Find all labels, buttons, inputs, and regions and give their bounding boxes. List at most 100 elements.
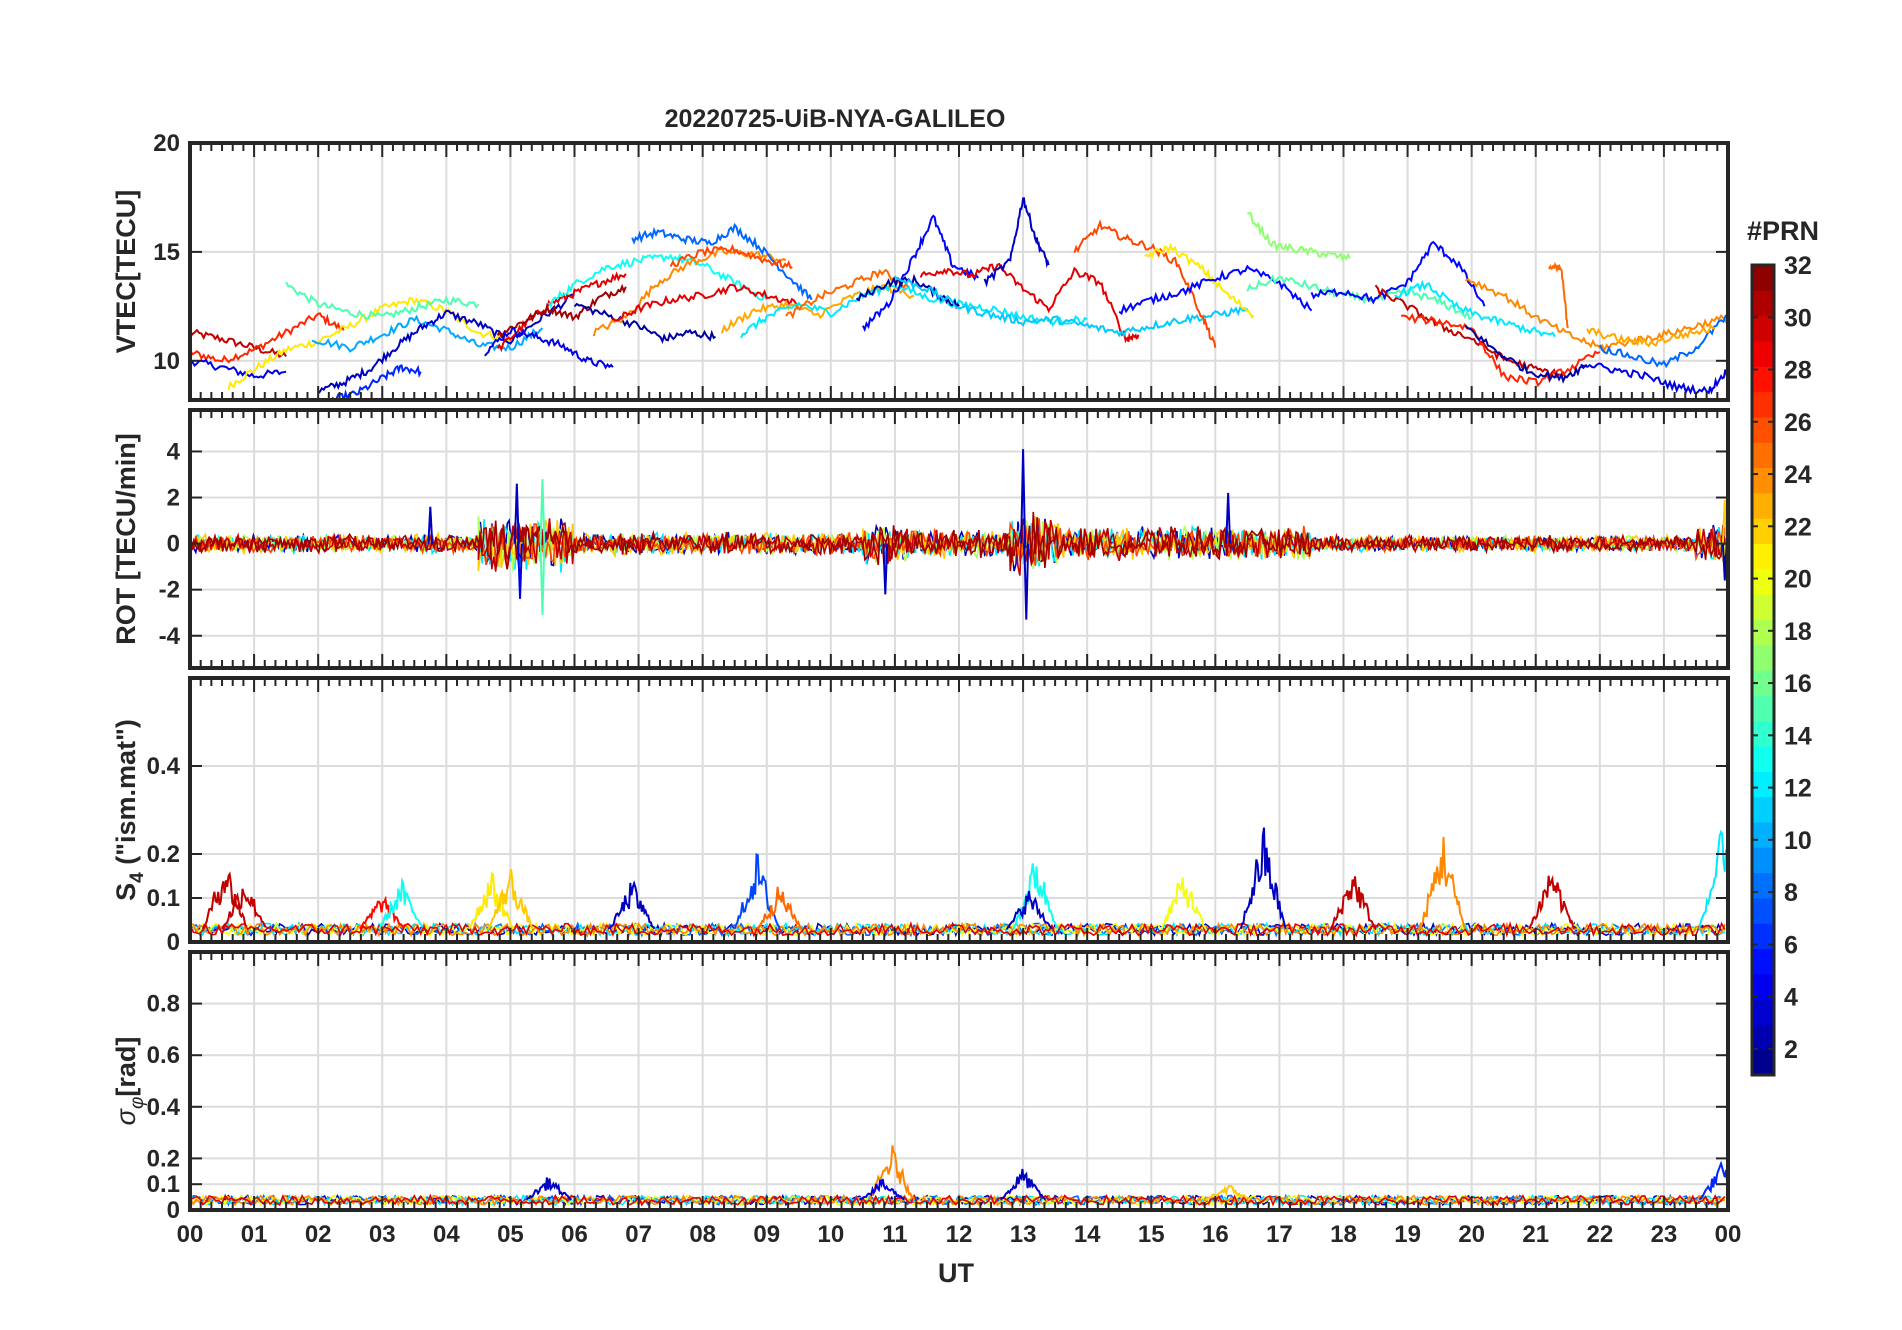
vtec-arc-prn-21 (227, 296, 512, 390)
colorbar-segment (1752, 391, 1774, 418)
s4-peak (467, 871, 515, 930)
y-tick-label: 0.1 (147, 885, 180, 912)
colorbar-segment (1752, 644, 1774, 671)
colorbar-tick-label: 10 (1784, 827, 1812, 855)
y-tick-label: -2 (159, 577, 180, 604)
chart-title: 20220725-UiB-NYA-GALILEO (665, 105, 1006, 133)
colorbar-segment (1752, 670, 1774, 696)
vtec-arc-prn-2 (855, 273, 960, 310)
colorbar-segment (1752, 366, 1774, 393)
x-tick-label: 03 (369, 1221, 396, 1248)
colorbar-tick-label: 26 (1784, 409, 1812, 437)
colorbar-tick-label: 32 (1784, 252, 1812, 280)
tick-marks (189, 410, 1729, 668)
rot-spike (1020, 449, 1027, 544)
tick-marks (189, 678, 1729, 943)
x-tick-label: 15 (1138, 1221, 1165, 1248)
s4-peak (733, 852, 781, 930)
y-tick-label: 0.1 (147, 1171, 180, 1198)
vtec-arc-prn-24 (1464, 277, 1728, 353)
colorbar-segment (1752, 467, 1774, 494)
vtec-arc-prn-3 (317, 293, 575, 395)
sigma_phi-peak (868, 1145, 916, 1201)
s4-baseline-prn-29 (190, 920, 1726, 938)
colorbar-tick-label: 6 (1784, 931, 1798, 959)
x-tick-label: 12 (946, 1221, 973, 1248)
y-tick-label: -4 (159, 623, 181, 650)
colorbar-tick-label: 8 (1784, 879, 1798, 907)
x-tick-label: 08 (689, 1221, 716, 1248)
vtec-arc-prn-4 (484, 326, 614, 370)
s4-peak (1240, 827, 1287, 930)
x-tick-label: 00 (1715, 1221, 1742, 1248)
colorbar-segment (1752, 568, 1774, 595)
s4-peak (359, 895, 405, 930)
vtec-arc-prn-3 (983, 197, 1050, 288)
tick-marks (189, 952, 1729, 1211)
x-tick-label: 19 (1394, 1221, 1421, 1248)
vtec-arc-prn-23 (720, 283, 915, 334)
colorbar-tick-label: 4 (1784, 984, 1798, 1012)
colorbar-segment (1752, 923, 1774, 950)
sigma_phi-peak (1205, 1184, 1252, 1201)
vtec-arc-prn-5 (862, 214, 980, 333)
x-tick-label: 00 (177, 1221, 204, 1248)
vtec-arc-prn-2 (573, 302, 716, 345)
s4-peak (201, 871, 248, 930)
series-sigma_phi (190, 1145, 1728, 1208)
x-tick-label: 09 (753, 1221, 780, 1248)
vtec-arc-prn-29 (496, 271, 627, 353)
y-tick-label: 0 (167, 531, 180, 558)
y-axis-label-rot: ROT [TECU/min] (111, 433, 141, 644)
colorbar-segment (1752, 1024, 1774, 1051)
colorbar-segment (1752, 999, 1774, 1025)
vtec-arc-prn-23 (1586, 323, 1716, 348)
vtec-arc-prn-8 (1598, 314, 1728, 369)
colorbar-tick-label: 22 (1784, 513, 1812, 541)
panel-sigma_phi: 00.10.2 0.4 0.6 0.8 σφ[rad] (111, 950, 1730, 1224)
s4-peak (378, 876, 424, 930)
vtec-arc-prn-25 (1547, 261, 1569, 329)
colorbar-segment (1752, 315, 1774, 342)
y-tick-label: 0.6 (147, 1042, 180, 1069)
colorbar-segment (1752, 695, 1774, 722)
x-tick-label: 05 (497, 1221, 524, 1248)
vtec-arc-prn-4 (1580, 362, 1728, 395)
y-tick-label: 15 (153, 239, 180, 266)
rot-spike (517, 543, 523, 599)
vtec-arc-prn-13 (548, 252, 768, 310)
colorbar-segment (1752, 340, 1774, 367)
colorbar-tick-label: 12 (1784, 775, 1812, 803)
s4-baseline-prn-24 (190, 921, 1726, 938)
s4-peak (487, 869, 534, 930)
grid (189, 952, 1729, 1211)
colorbar-segment (1752, 796, 1774, 823)
vtec-arc-prn-25 (785, 268, 909, 320)
vtec-arc-prn-15 (1246, 274, 1473, 321)
x-tick-label: 02 (305, 1221, 332, 1248)
vtec-arc-prn-26 (669, 243, 793, 270)
sigma_phi-peak (999, 1168, 1047, 1201)
colorbar-frame (1750, 263, 1776, 1077)
s4-peak (1012, 863, 1060, 930)
vtec-arc-prn-5 (1118, 264, 1313, 316)
x-tick-label: 22 (1586, 1221, 1613, 1248)
vtec-arc-prn-5 (1310, 240, 1486, 307)
panel-rot: -4 -2 0 2 4 ROT [TECU/min] (111, 408, 1730, 670)
colorbar-segment (1752, 543, 1774, 570)
colorbar-segment (1752, 847, 1774, 874)
grid (189, 678, 1729, 943)
x-axis-label: UT (938, 1258, 974, 1288)
colorbar-segment (1752, 771, 1774, 798)
y-tick-label: 0 (167, 929, 180, 956)
vtec-arc-prn-4 (190, 359, 287, 380)
colorbar-segment (1752, 948, 1774, 975)
rot-spike (1023, 543, 1030, 620)
vtec-arc-prn-11 (894, 275, 1249, 338)
series-rot (190, 449, 1728, 620)
y-tick-label: 0.4 (147, 753, 181, 780)
colorbar-segment (1752, 265, 1774, 291)
vtec-arc-prn-12 (740, 283, 1088, 339)
sigma_phi-peak (1698, 1160, 1728, 1201)
